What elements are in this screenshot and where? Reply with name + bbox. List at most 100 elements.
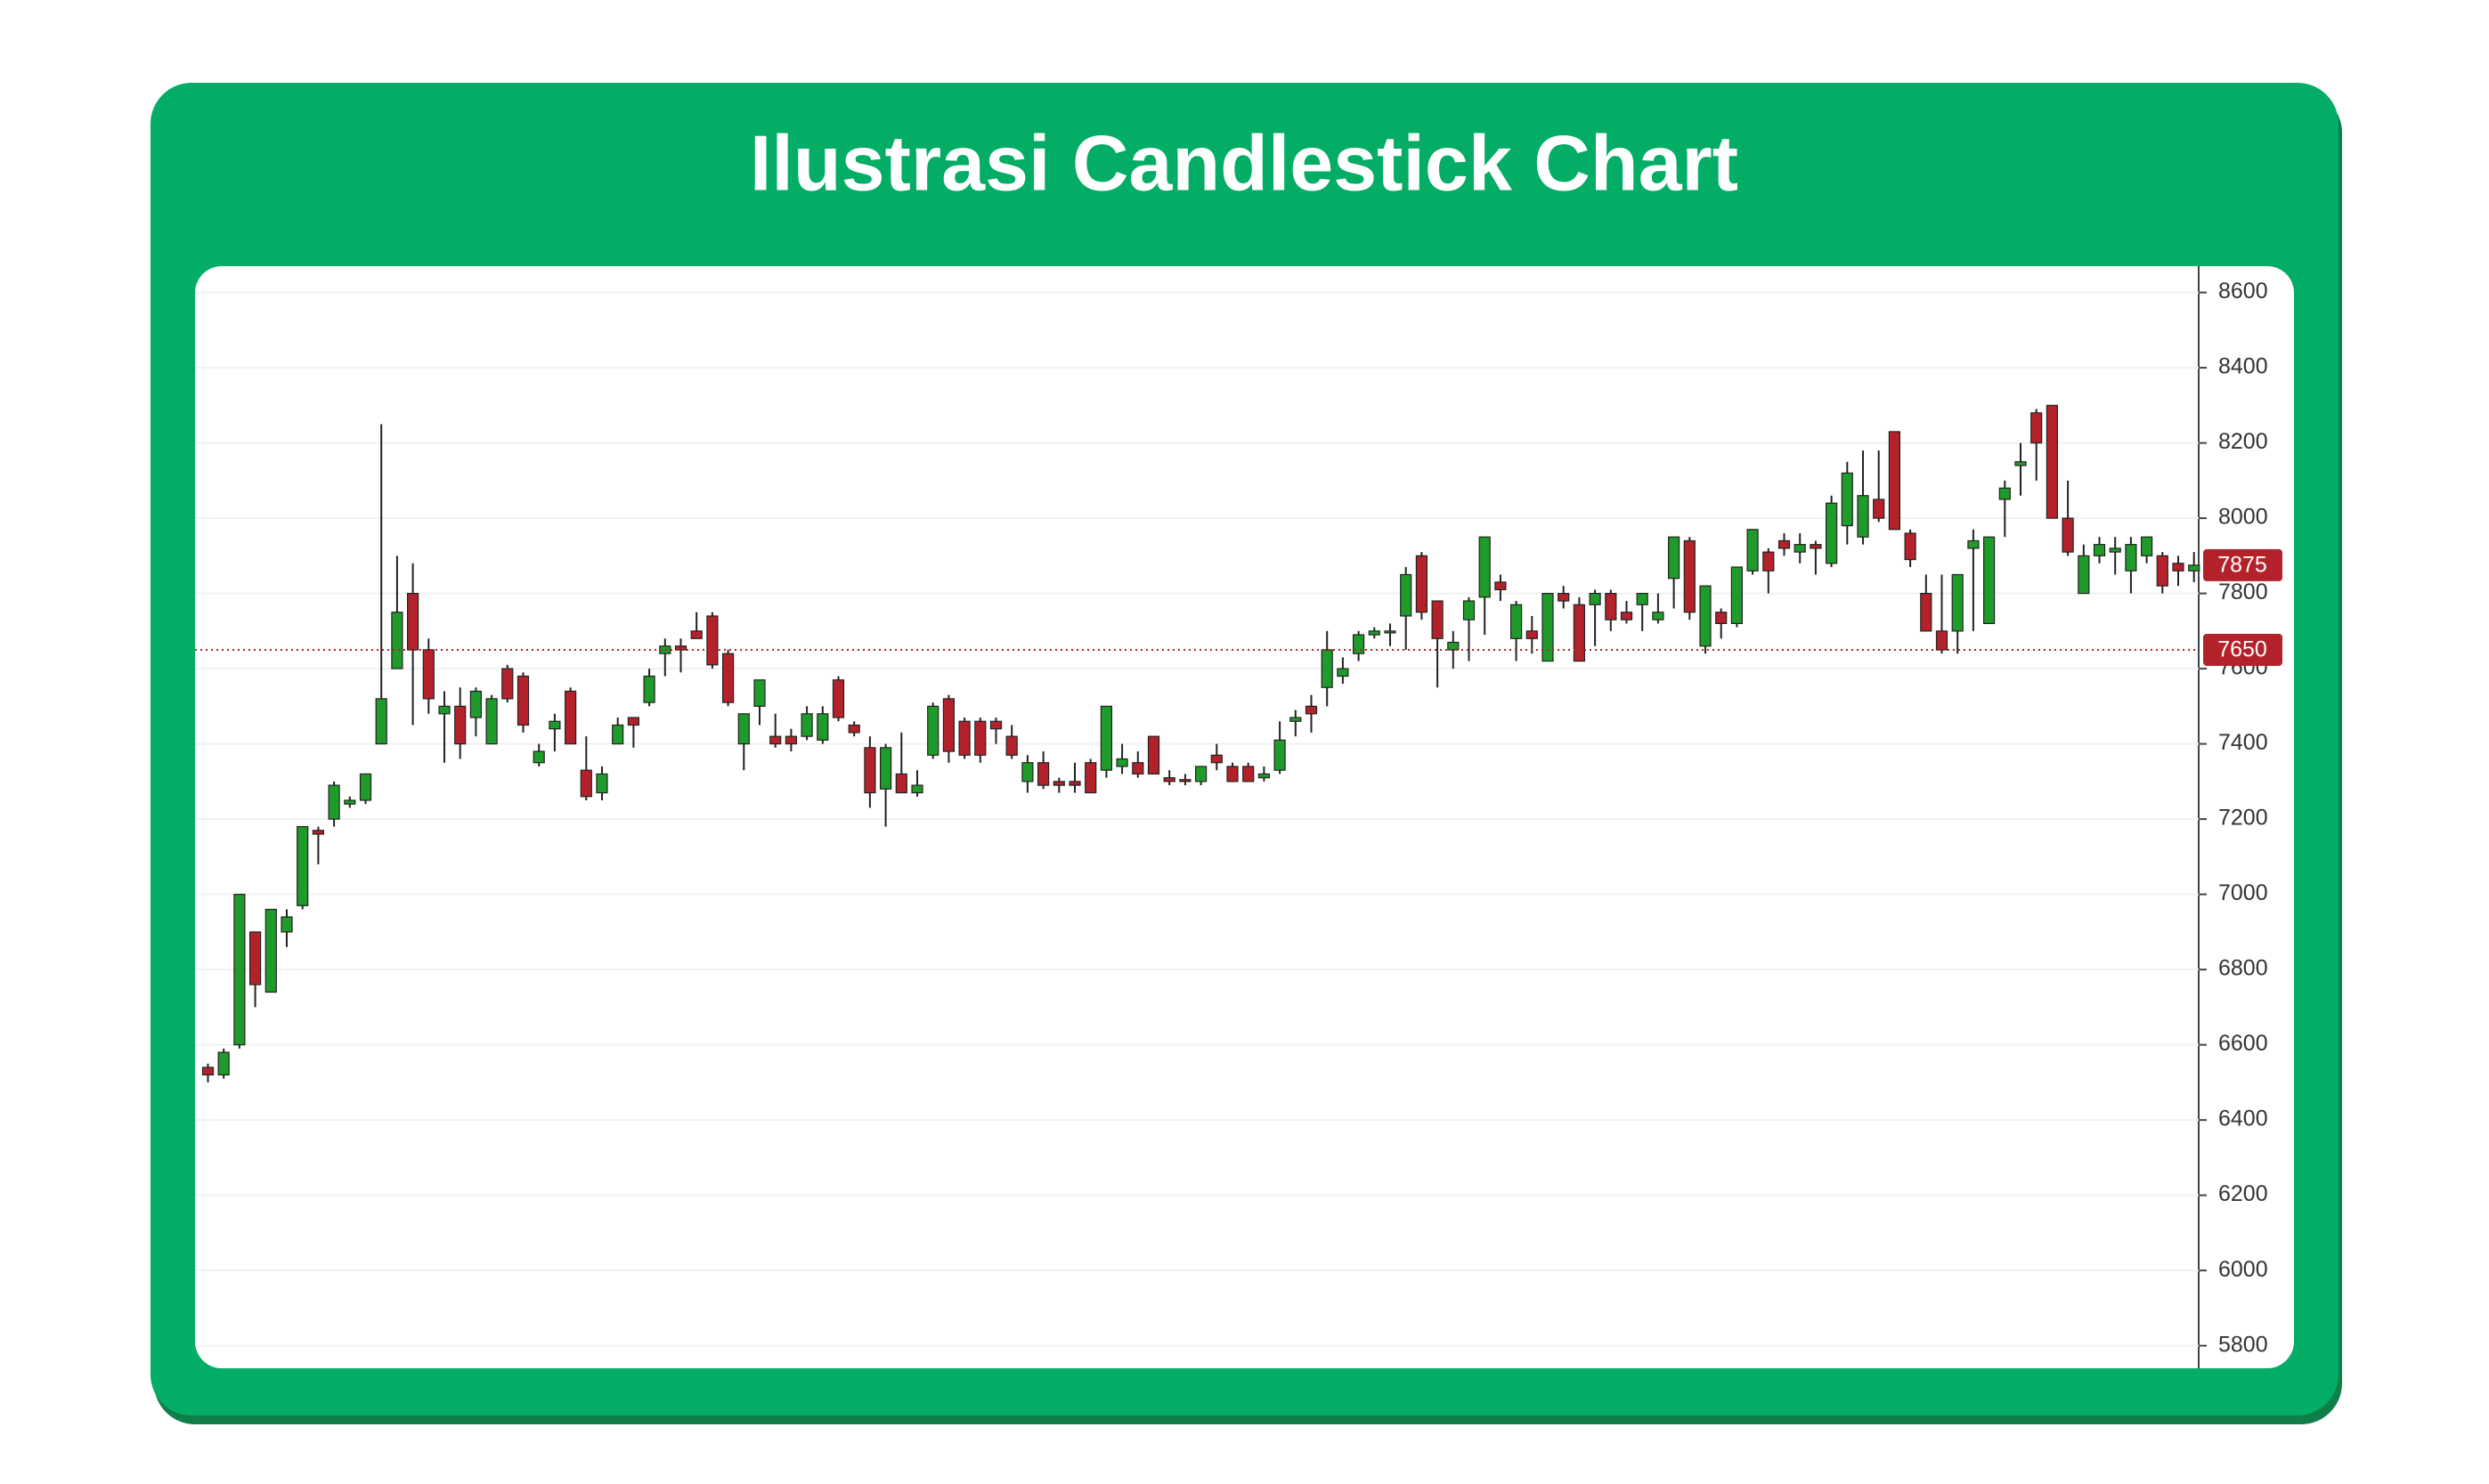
candle-body bbox=[1337, 668, 1349, 677]
candle-body bbox=[1573, 604, 1586, 662]
candle-body bbox=[2109, 547, 2121, 553]
candle-body bbox=[2014, 461, 2027, 466]
candle-body bbox=[1273, 739, 1286, 771]
candle-body bbox=[1194, 766, 1208, 783]
y-tick-label: 7800 bbox=[2218, 580, 2268, 604]
candle-body bbox=[1116, 758, 1128, 767]
plot-panel bbox=[195, 266, 2294, 1368]
candle-body bbox=[1715, 612, 1728, 624]
candle-body bbox=[517, 675, 530, 726]
candle-body bbox=[1257, 773, 1271, 779]
y-tick-label: 6000 bbox=[2218, 1257, 2268, 1282]
candle-body bbox=[2156, 555, 2168, 587]
candle-body bbox=[2030, 412, 2043, 444]
candle-body bbox=[249, 931, 262, 985]
candle-body bbox=[1100, 705, 1113, 771]
candle-body bbox=[1163, 777, 1175, 783]
candle-body bbox=[927, 705, 939, 756]
candle-body bbox=[422, 649, 435, 700]
candle-body bbox=[1400, 573, 1412, 617]
candle-body bbox=[706, 615, 719, 666]
last-price-tag bbox=[2203, 548, 2282, 581]
candle-body bbox=[596, 773, 608, 794]
candle-body bbox=[864, 747, 876, 794]
candle-body bbox=[1147, 735, 1160, 775]
candle-body bbox=[1667, 536, 1680, 580]
candle-body bbox=[501, 668, 514, 700]
candle-body bbox=[1005, 735, 1018, 756]
candle-body bbox=[1730, 566, 1744, 624]
candle-body bbox=[580, 769, 592, 798]
candle-body bbox=[549, 720, 561, 730]
candle-body bbox=[1810, 544, 1822, 549]
candle-body bbox=[627, 717, 640, 726]
candle-body bbox=[2062, 517, 2074, 553]
candle-body bbox=[1777, 539, 1791, 549]
candle-body bbox=[1462, 600, 1476, 620]
candle-body bbox=[1037, 762, 1050, 786]
candle-body bbox=[1509, 604, 1523, 639]
y-tick-label: 8200 bbox=[2218, 429, 2268, 454]
y-tick-label: 6200 bbox=[2218, 1181, 2268, 1206]
candle-body bbox=[1857, 495, 1869, 538]
candle-body bbox=[2141, 536, 2153, 556]
candle-body bbox=[1415, 555, 1428, 613]
y-tick-label: 7000 bbox=[2218, 880, 2268, 905]
candle-body bbox=[264, 908, 277, 993]
candle-body bbox=[1762, 551, 1775, 572]
candle-body bbox=[832, 679, 845, 718]
candle-body bbox=[1558, 592, 1570, 602]
candle-body bbox=[564, 690, 577, 745]
candle-body bbox=[817, 713, 829, 741]
candle-body bbox=[359, 773, 372, 801]
y-tick-label: 8400 bbox=[2218, 354, 2268, 379]
candle-body bbox=[375, 698, 387, 745]
candle-body bbox=[1179, 779, 1192, 783]
candle-body bbox=[1746, 529, 1759, 572]
reference-tag-label: 7650 bbox=[2217, 637, 2267, 662]
candle-body bbox=[2188, 564, 2200, 572]
candle-body bbox=[1920, 592, 1932, 632]
candle-body bbox=[1605, 592, 1617, 620]
candle-body bbox=[312, 830, 324, 835]
candle-body bbox=[769, 735, 782, 745]
candle-body bbox=[1242, 766, 1255, 783]
candle-body bbox=[1210, 754, 1223, 764]
candle-body bbox=[1967, 539, 1980, 549]
candle-body bbox=[1794, 544, 1806, 553]
candle-body bbox=[2125, 544, 2137, 572]
y-tick-label: 7400 bbox=[2218, 730, 2268, 755]
candle-body bbox=[469, 690, 483, 718]
candle-body bbox=[989, 720, 1003, 730]
candle-body bbox=[233, 894, 246, 1046]
candle-body bbox=[1888, 431, 1900, 531]
candle-body bbox=[1321, 649, 1333, 688]
candle-body bbox=[438, 705, 451, 715]
candle-body bbox=[643, 675, 655, 703]
last-price-tag-label: 7875 bbox=[2217, 553, 2267, 578]
candle-body bbox=[217, 1051, 230, 1076]
candle-body bbox=[659, 645, 671, 654]
candle-body bbox=[391, 612, 403, 669]
candle-body bbox=[454, 705, 467, 745]
y-tick-label: 5800 bbox=[2218, 1332, 2268, 1357]
candle-body bbox=[1589, 592, 1601, 605]
candle-body bbox=[1873, 499, 1885, 519]
candle-body bbox=[1494, 581, 1507, 590]
candle-body bbox=[1289, 717, 1302, 722]
candle-body bbox=[958, 720, 971, 756]
candle-body bbox=[1447, 641, 1460, 651]
candle-body bbox=[1699, 585, 1712, 647]
candle-body bbox=[1841, 472, 1853, 527]
candle-body bbox=[690, 630, 703, 639]
candle-body bbox=[1983, 536, 1996, 624]
candle-body bbox=[737, 713, 750, 745]
candle-body bbox=[612, 724, 624, 745]
candle-body bbox=[848, 724, 860, 734]
candle-body bbox=[201, 1066, 215, 1076]
candle-body bbox=[974, 720, 987, 756]
candle-body bbox=[1368, 630, 1380, 636]
candle-body bbox=[1935, 630, 1948, 651]
candle-body bbox=[1352, 634, 1365, 654]
candle-body bbox=[297, 825, 309, 906]
